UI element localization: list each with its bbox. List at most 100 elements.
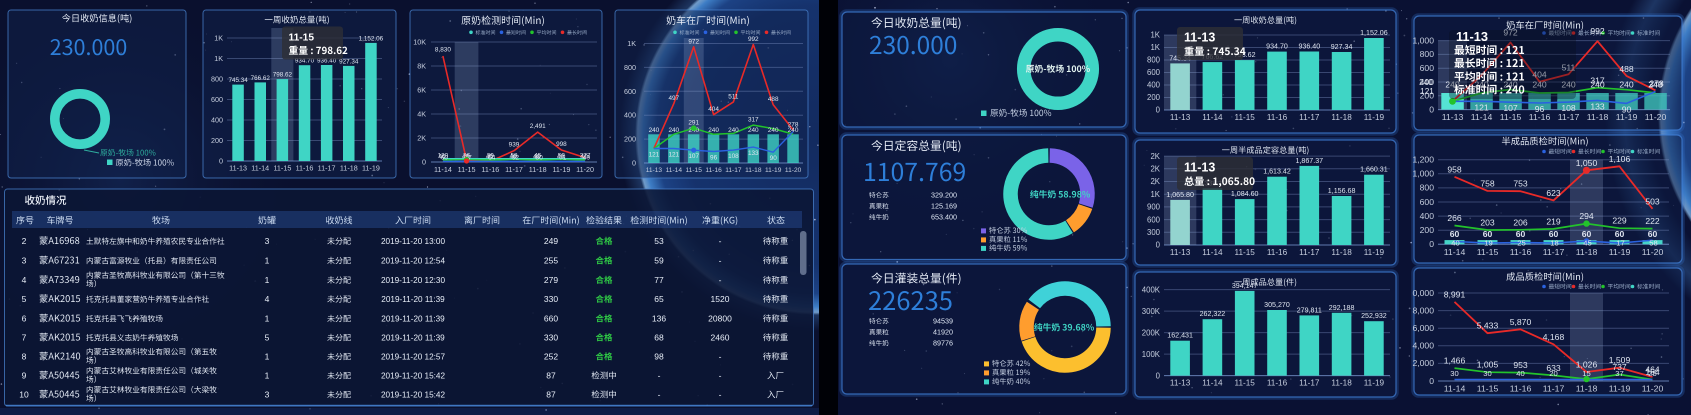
svg-text:317: 317 xyxy=(1590,76,1605,86)
svg-text:972: 972 xyxy=(688,38,699,45)
svg-text:5: 5 xyxy=(22,294,27,304)
svg-text:11-15: 11-15 xyxy=(686,167,703,174)
svg-text:64: 64 xyxy=(488,155,496,162)
svg-text:-: - xyxy=(658,390,661,400)
svg-text:219: 219 xyxy=(1546,216,1561,226)
svg-text:52: 52 xyxy=(558,153,566,160)
svg-text:40: 40 xyxy=(1516,369,1524,378)
svg-text:400: 400 xyxy=(1147,81,1161,90)
svg-text:59: 59 xyxy=(654,256,664,266)
svg-text:600: 600 xyxy=(211,95,223,104)
svg-text:2K: 2K xyxy=(417,134,426,143)
svg-text:4K: 4K xyxy=(417,110,426,119)
svg-text:240: 240 xyxy=(708,127,719,134)
svg-text:-: - xyxy=(719,390,722,400)
svg-text:2019-11-20 12:30: 2019-11-20 12:30 xyxy=(381,276,445,285)
svg-text:11-15: 11-15 xyxy=(1235,379,1256,388)
svg-text:2019-11-20 12:57: 2019-11-20 12:57 xyxy=(381,353,445,362)
svg-text:1K: 1K xyxy=(627,39,636,48)
svg-text:121: 121 xyxy=(668,152,679,159)
svg-text:11-14: 11-14 xyxy=(1471,112,1493,122)
svg-text:10K: 10K xyxy=(413,38,426,47)
svg-text:11-20: 11-20 xyxy=(576,165,594,174)
svg-text:11-20: 11-20 xyxy=(1642,384,1664,394)
svg-text:11-17: 11-17 xyxy=(505,165,523,174)
svg-text:958: 958 xyxy=(1447,164,1462,174)
svg-text:11-16: 11-16 xyxy=(481,165,499,174)
svg-text:121: 121 xyxy=(1474,102,1489,112)
svg-text:11-13: 11-13 xyxy=(1170,248,1191,257)
svg-text:200: 200 xyxy=(211,136,223,145)
svg-text:11-14: 11-14 xyxy=(666,167,683,174)
svg-text:330: 330 xyxy=(544,294,558,304)
svg-text:240: 240 xyxy=(1445,80,1460,90)
svg-text:11-15: 11-15 xyxy=(1477,247,1499,257)
svg-text:60: 60 xyxy=(1615,229,1625,239)
svg-text:1,065.80: 1,065.80 xyxy=(1166,191,1194,199)
svg-text:927.34: 927.34 xyxy=(339,58,359,65)
svg-text:-: - xyxy=(719,236,722,246)
svg-text:133: 133 xyxy=(1590,101,1605,111)
svg-text:1: 1 xyxy=(265,314,270,324)
svg-text:400: 400 xyxy=(624,111,636,120)
svg-text:68: 68 xyxy=(654,333,664,343)
svg-text:600: 600 xyxy=(1420,63,1435,73)
svg-text:1,613.42: 1,613.42 xyxy=(1263,168,1291,176)
svg-text:11-16: 11-16 xyxy=(705,167,722,174)
svg-text:26: 26 xyxy=(463,153,471,160)
svg-text:11-18: 11-18 xyxy=(340,164,358,173)
svg-text:60: 60 xyxy=(1582,229,1592,239)
svg-text:11-19: 11-19 xyxy=(1364,379,1385,388)
svg-text:1: 1 xyxy=(265,352,270,362)
svg-text:300K: 300K xyxy=(1142,307,1161,316)
svg-text:3: 3 xyxy=(265,236,270,246)
svg-text:60: 60 xyxy=(1516,229,1526,239)
svg-text:7: 7 xyxy=(22,333,27,343)
svg-text:60: 60 xyxy=(1483,229,1493,239)
svg-text:30: 30 xyxy=(1483,369,1491,378)
svg-text:17: 17 xyxy=(1616,239,1624,248)
svg-text:11-15: 11-15 xyxy=(1500,112,1522,122)
svg-text:65: 65 xyxy=(654,294,664,304)
svg-text:11-13: 11-13 xyxy=(1170,113,1191,122)
svg-text:94539: 94539 xyxy=(933,317,953,326)
svg-text:1,867.37: 1,867.37 xyxy=(1295,157,1323,165)
svg-text:953: 953 xyxy=(1513,360,1528,370)
svg-text:1: 1 xyxy=(265,256,270,266)
svg-text:200K: 200K xyxy=(1142,328,1161,337)
svg-text:0: 0 xyxy=(422,158,426,167)
svg-text:292,188: 292,188 xyxy=(1329,304,1355,312)
svg-text:40: 40 xyxy=(533,154,541,161)
svg-text:11-16: 11-16 xyxy=(1267,248,1288,257)
svg-text:2019-11-20 11:39: 2019-11-20 11:39 xyxy=(381,295,445,304)
svg-text:19: 19 xyxy=(1484,239,1492,248)
svg-text:164: 164 xyxy=(1645,367,1660,377)
svg-text:11-14: 11-14 xyxy=(1202,248,1223,257)
svg-text:11-14: 11-14 xyxy=(1202,113,1223,122)
svg-text:503: 503 xyxy=(1645,196,1660,206)
svg-text:162,431: 162,431 xyxy=(1167,332,1193,340)
svg-text:60: 60 xyxy=(1450,229,1460,239)
svg-text:11-13: 11-13 xyxy=(646,167,663,174)
svg-text:1,466: 1,466 xyxy=(1444,356,1466,366)
svg-text:240: 240 xyxy=(1648,80,1663,90)
svg-text:229: 229 xyxy=(1612,216,1627,226)
svg-text:3: 3 xyxy=(265,390,270,400)
svg-text:58: 58 xyxy=(510,153,518,160)
svg-text:753: 753 xyxy=(1513,179,1528,189)
svg-text:4: 4 xyxy=(265,294,270,304)
svg-text:305,270: 305,270 xyxy=(1264,301,1290,309)
svg-text:200: 200 xyxy=(1420,91,1435,101)
svg-text:107: 107 xyxy=(1503,103,1518,113)
svg-text:266: 266 xyxy=(1447,213,1462,223)
svg-text:96: 96 xyxy=(710,155,718,162)
svg-text:11-18: 11-18 xyxy=(1331,248,1352,257)
svg-text:125.169: 125.169 xyxy=(931,202,957,211)
svg-text:5: 5 xyxy=(265,333,270,343)
svg-text:0: 0 xyxy=(1156,371,1161,380)
svg-text:972: 972 xyxy=(1503,28,1518,38)
svg-text:11-16: 11-16 xyxy=(1510,384,1532,394)
svg-text:11-20: 11-20 xyxy=(1645,112,1667,122)
svg-text:511: 511 xyxy=(728,93,739,100)
svg-text:800: 800 xyxy=(1147,56,1161,65)
